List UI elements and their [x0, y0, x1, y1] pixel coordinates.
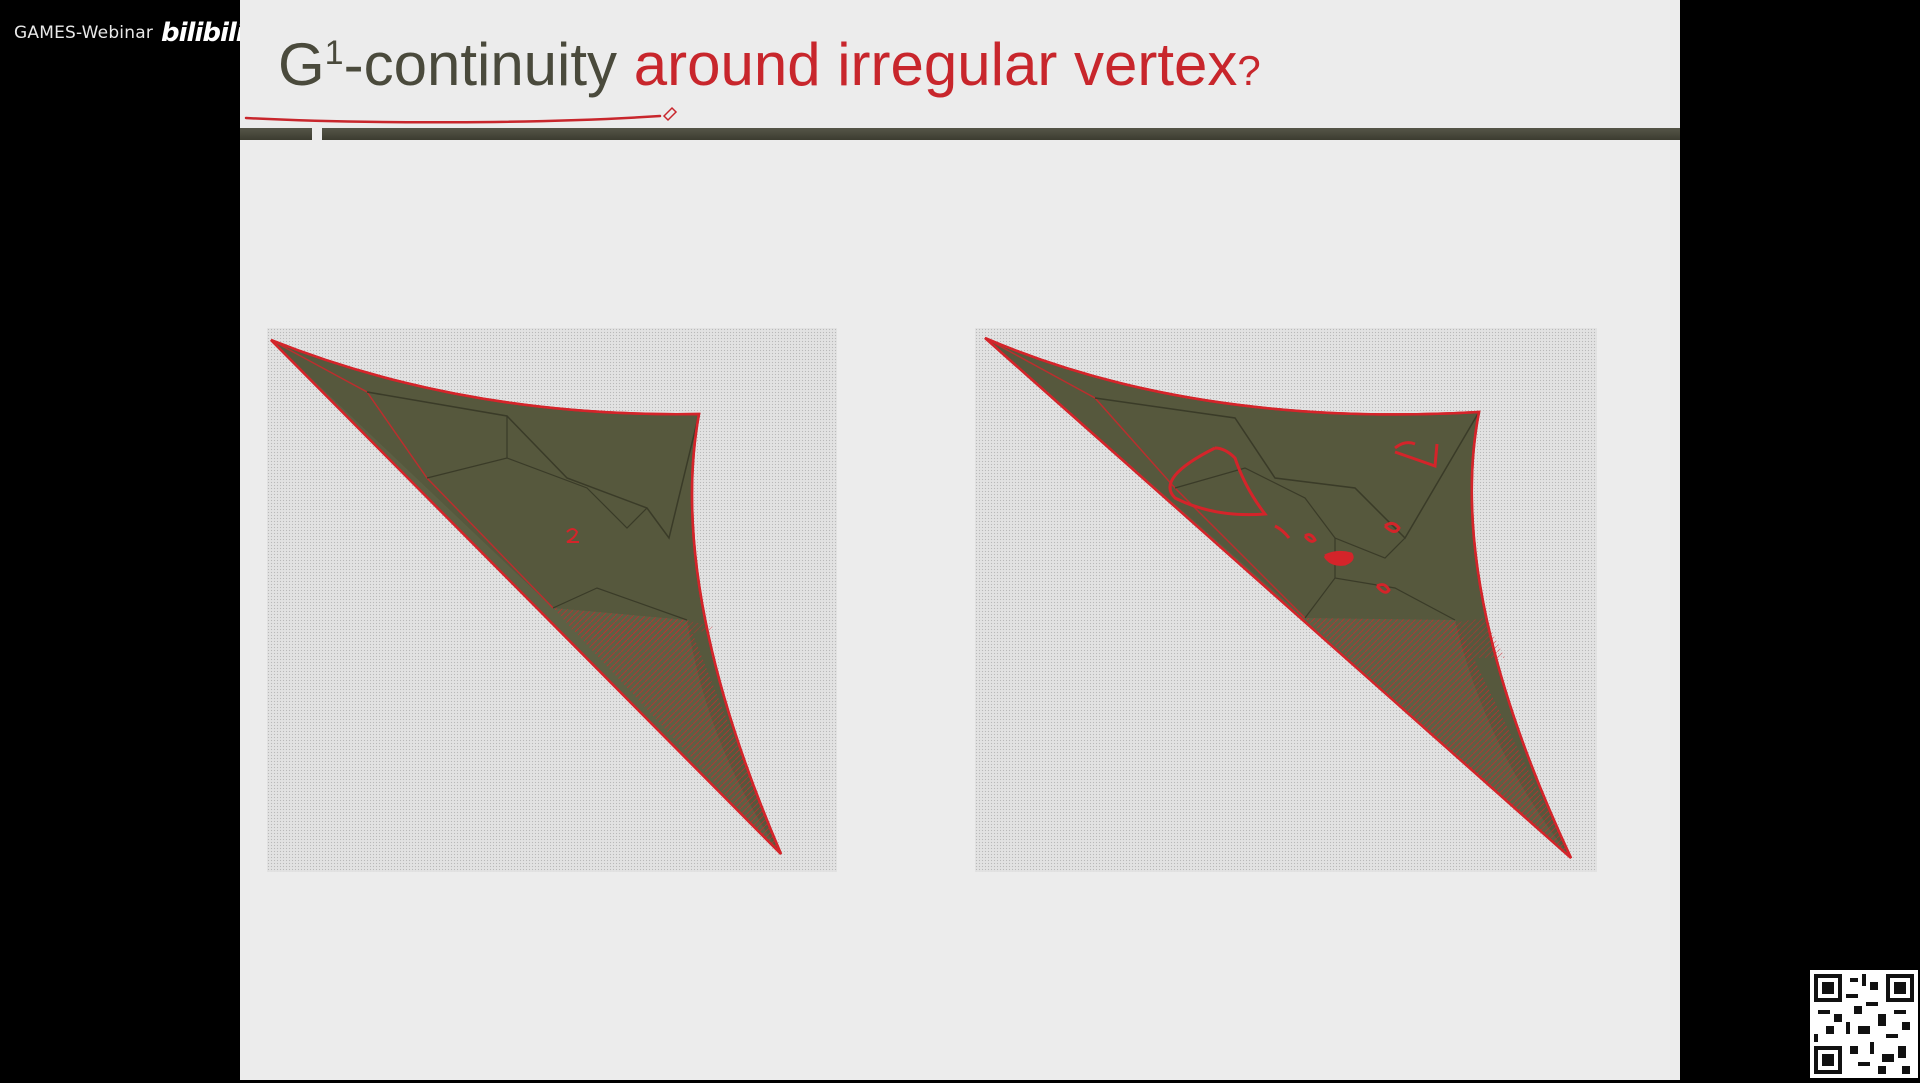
- title-highlight: around irregular vertex: [633, 31, 1238, 98]
- watermark-text: GAMES-Webinar: [14, 23, 154, 43]
- pen-underline-annotation: [244, 106, 678, 124]
- figure-right-panel: [975, 328, 1597, 872]
- header-bar-left: [240, 128, 312, 140]
- channel-watermark: GAMES-Webinar bilibili: [14, 18, 245, 48]
- title-g: G: [278, 31, 325, 98]
- surface-right: [984, 336, 1573, 859]
- figure-left-panel: [267, 328, 837, 872]
- handwritten-2-annotation: [566, 528, 579, 543]
- title-continuity: -continuity: [343, 31, 634, 98]
- slide: G1-continuity around irregular vertex?: [240, 0, 1680, 1080]
- title-question-mark: ?: [1237, 47, 1261, 94]
- pen-cursor-icon: [662, 106, 678, 122]
- surface-left: [270, 338, 783, 855]
- header-bar-right: [322, 128, 1680, 140]
- handwritten-annotations: [1168, 441, 1439, 594]
- slide-title: G1-continuity around irregular vertex?: [278, 30, 1261, 99]
- qr-code-icon: [1810, 970, 1918, 1078]
- title-superscript: 1: [324, 34, 344, 72]
- bilibili-logo: bilibili: [161, 18, 245, 48]
